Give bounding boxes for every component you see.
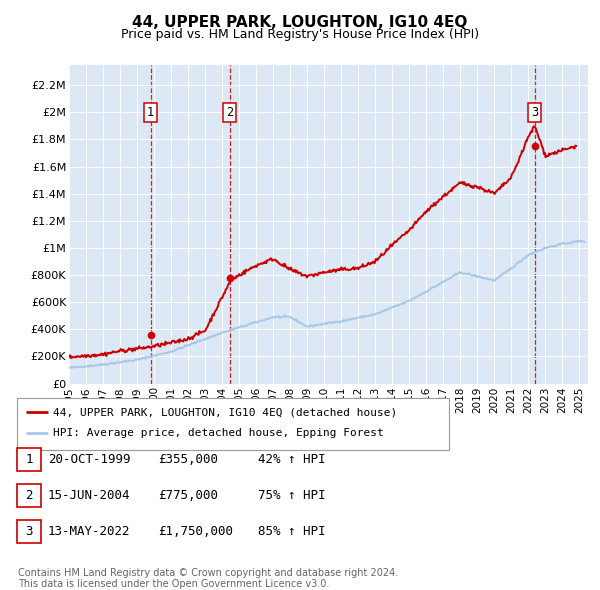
- Text: £355,000: £355,000: [158, 453, 218, 466]
- Text: 1: 1: [25, 453, 33, 466]
- Text: 20-OCT-1999: 20-OCT-1999: [48, 453, 131, 466]
- FancyBboxPatch shape: [17, 398, 449, 450]
- Text: 1: 1: [147, 106, 154, 119]
- Text: Price paid vs. HM Land Registry's House Price Index (HPI): Price paid vs. HM Land Registry's House …: [121, 28, 479, 41]
- Text: 2: 2: [25, 489, 33, 502]
- Text: 2: 2: [226, 106, 233, 119]
- Text: HPI: Average price, detached house, Epping Forest: HPI: Average price, detached house, Eppi…: [53, 428, 384, 438]
- Text: 15-JUN-2004: 15-JUN-2004: [48, 489, 131, 502]
- FancyBboxPatch shape: [17, 484, 41, 507]
- Text: 75% ↑ HPI: 75% ↑ HPI: [258, 489, 325, 502]
- Text: 3: 3: [25, 525, 33, 538]
- Text: 44, UPPER PARK, LOUGHTON, IG10 4EQ (detached house): 44, UPPER PARK, LOUGHTON, IG10 4EQ (deta…: [53, 407, 397, 417]
- Text: 42% ↑ HPI: 42% ↑ HPI: [258, 453, 325, 466]
- Text: 13-MAY-2022: 13-MAY-2022: [48, 525, 131, 538]
- FancyBboxPatch shape: [17, 520, 41, 543]
- Text: 3: 3: [531, 106, 538, 119]
- FancyBboxPatch shape: [17, 448, 41, 471]
- Text: 85% ↑ HPI: 85% ↑ HPI: [258, 525, 325, 538]
- Text: This data is licensed under the Open Government Licence v3.0.: This data is licensed under the Open Gov…: [18, 579, 329, 589]
- Text: Contains HM Land Registry data © Crown copyright and database right 2024.: Contains HM Land Registry data © Crown c…: [18, 568, 398, 578]
- Text: 44, UPPER PARK, LOUGHTON, IG10 4EQ: 44, UPPER PARK, LOUGHTON, IG10 4EQ: [133, 15, 467, 30]
- Text: £775,000: £775,000: [158, 489, 218, 502]
- Text: £1,750,000: £1,750,000: [158, 525, 233, 538]
